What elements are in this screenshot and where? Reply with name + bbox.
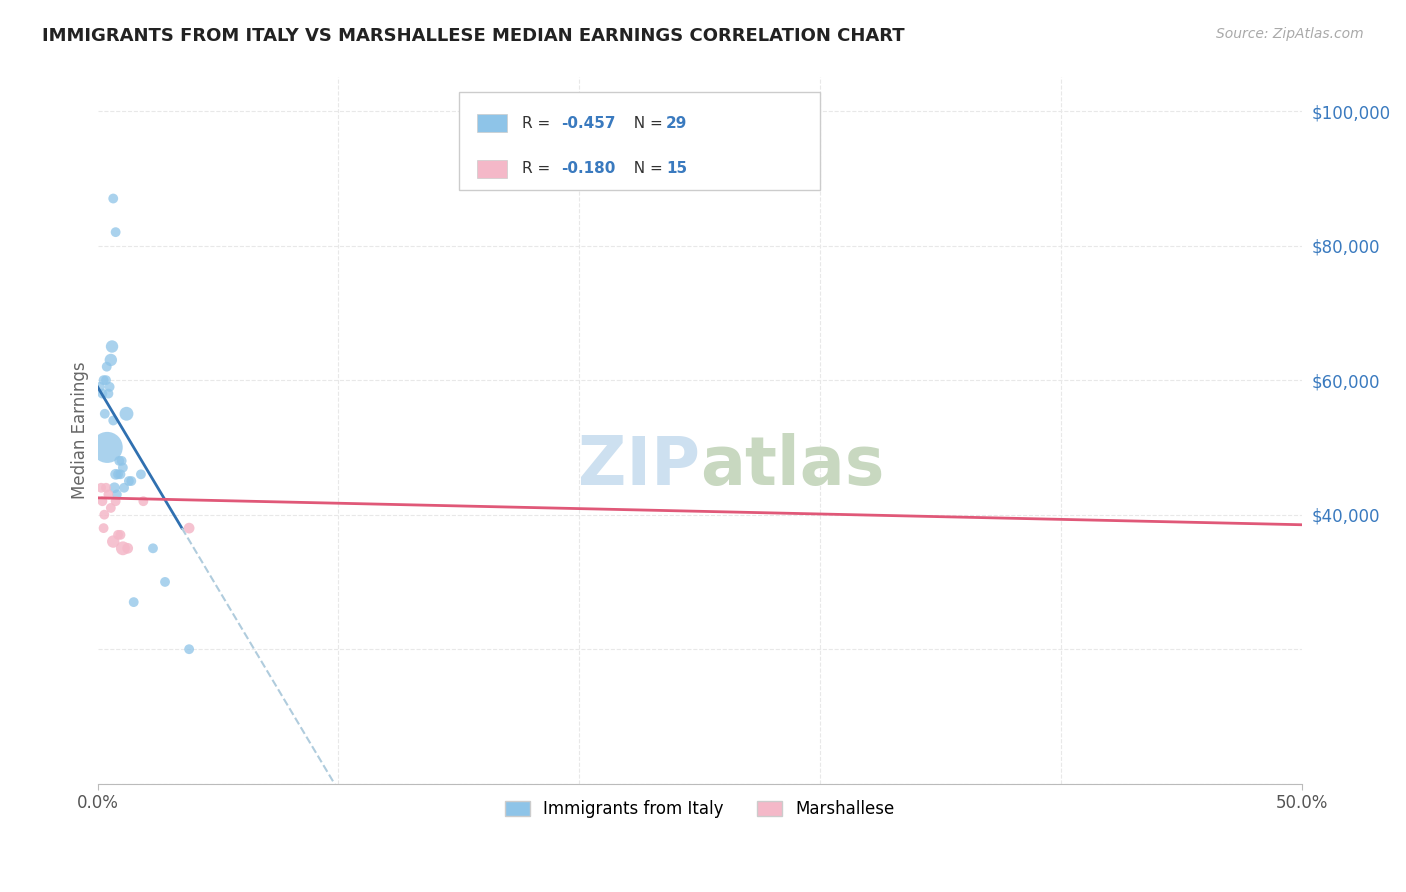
Point <box>129 467 152 482</box>
Point <box>91 494 114 508</box>
Bar <box>477 160 508 178</box>
Point <box>93 373 115 387</box>
Bar <box>477 114 508 132</box>
Text: -0.180: -0.180 <box>561 161 616 177</box>
Point <box>179 521 201 535</box>
Text: R =: R = <box>522 161 555 177</box>
Text: IMMIGRANTS FROM ITALY VS MARSHALLESE MEDIAN EARNINGS CORRELATION CHART: IMMIGRANTS FROM ITALY VS MARSHALLESE MED… <box>42 27 905 45</box>
Point <box>94 407 117 421</box>
Point <box>97 386 120 401</box>
Text: Source: ZipAtlas.com: Source: ZipAtlas.com <box>1216 27 1364 41</box>
Point <box>103 413 125 427</box>
Point <box>179 642 201 657</box>
Text: 29: 29 <box>666 116 688 131</box>
Point <box>120 474 142 488</box>
Point <box>132 494 155 508</box>
Point <box>111 454 134 468</box>
Point <box>93 508 115 522</box>
Legend: Immigrants from Italy, Marshallese: Immigrants from Italy, Marshallese <box>498 794 901 825</box>
Text: N =: N = <box>624 161 668 177</box>
Point <box>111 460 134 475</box>
Text: R =: R = <box>522 116 555 131</box>
Text: atlas: atlas <box>700 433 884 499</box>
Point <box>110 528 132 542</box>
Point <box>96 441 118 455</box>
Point <box>104 225 127 239</box>
Point <box>97 487 120 501</box>
Point <box>117 541 139 556</box>
Text: N =: N = <box>624 116 668 131</box>
Point <box>153 574 176 589</box>
Point <box>103 534 125 549</box>
Point <box>103 481 125 495</box>
Point <box>112 481 135 495</box>
Point <box>94 373 117 387</box>
Point <box>104 467 127 482</box>
Point <box>104 494 127 508</box>
Point <box>110 467 132 482</box>
Point <box>96 359 118 374</box>
Text: 15: 15 <box>666 161 688 177</box>
Point <box>100 500 122 515</box>
Point <box>100 353 122 368</box>
Point <box>101 339 124 353</box>
Y-axis label: Median Earnings: Median Earnings <box>72 362 89 500</box>
FancyBboxPatch shape <box>458 92 820 191</box>
Point <box>118 474 141 488</box>
Point <box>115 407 138 421</box>
Point <box>89 380 111 394</box>
Point <box>103 192 125 206</box>
Point <box>105 487 128 501</box>
Point <box>90 481 112 495</box>
Point <box>142 541 165 556</box>
Point <box>98 380 121 394</box>
Point <box>108 454 131 468</box>
Point <box>107 467 129 482</box>
Point <box>93 521 115 535</box>
Point <box>107 528 129 542</box>
Text: ZIP: ZIP <box>578 433 700 499</box>
Point <box>111 541 134 556</box>
Point <box>122 595 145 609</box>
Point <box>94 481 117 495</box>
Text: -0.457: -0.457 <box>561 116 616 131</box>
Point <box>91 386 114 401</box>
